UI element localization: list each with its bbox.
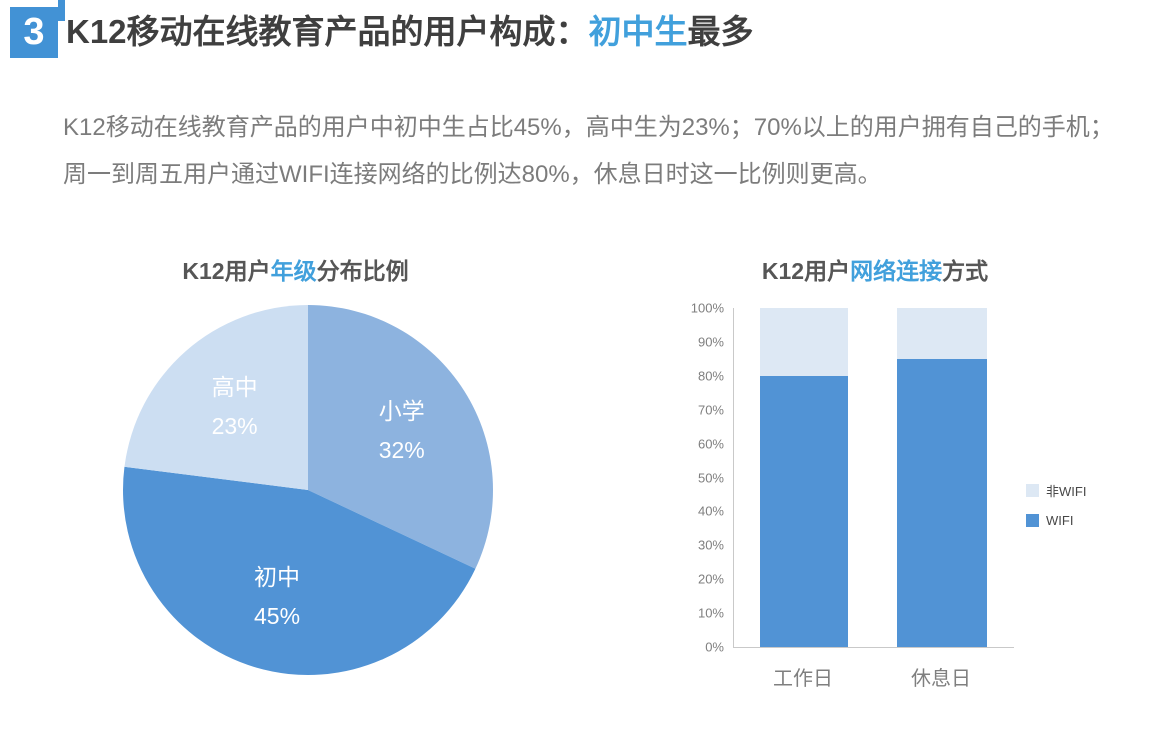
page-title: K12移动在线教育产品的用户构成：初中生最多 [66,12,754,52]
bar-segment [897,358,987,647]
stacked-bar [897,308,987,647]
y-tick-label: 30% [697,537,724,553]
pie-slice [124,305,309,490]
y-tick-label: 10% [697,605,724,621]
pie-slice-label: 小学 32% [378,397,425,463]
section-number-badge: 3 [10,7,58,58]
bar-title-highlight: 网络连接 [850,258,943,284]
section-number: 3 [23,11,45,53]
y-tick-label: 20% [697,571,724,587]
legend-item: WIFI [1026,513,1086,528]
pie-title-prefix: K12用户 [182,258,271,284]
pie-title-suffix: 分布比例 [316,258,409,284]
badge-tab-decoration [58,0,65,21]
x-category-label: 工作日 [773,668,833,690]
pie-chart-title: K12用户年级分布比例 [58,252,533,286]
pie-chart: 小学 32% 初中 45% 高中 23% [123,305,493,675]
bar-segment [897,308,987,359]
y-tick-label: 70% [697,402,724,418]
y-tick-label: 40% [697,503,724,519]
bar-chart-y-axis: 100% 90% 80% 70% 60% 50% 40% 30% 20% 10% 0% [640,301,724,655]
bar-chart-x-axis: 工作日 休息日 [733,662,1013,692]
y-tick-label: 50% [697,470,724,485]
x-category-label: 休息日 [911,668,971,690]
y-tick-label: 80% [697,368,724,384]
legend-label: WIFI [1046,513,1074,528]
stacked-bar [760,308,848,647]
bar-chart-legend: 非WIFI WIFI [1026,481,1086,541]
bar-title-prefix: K12用户 [761,258,851,284]
y-tick-label: 100% [690,300,724,316]
y-tick-label: 60% [697,436,724,452]
title-highlight: 初中生 [588,13,688,50]
y-tick-label: 0% [705,639,724,655]
pie-svg [123,305,493,675]
title-suffix: 最多 [687,13,754,50]
bar-chart-title: K12用户网络连接方式 [655,252,1095,286]
legend-label: 非WIFI [1046,484,1087,499]
pie-title-highlight: 年级 [270,258,317,284]
title-prefix: K12移动在线教育产品的用户构成： [66,13,589,50]
y-tick-label: 90% [697,334,724,350]
pie-slice [308,305,493,569]
legend-item: 非WIFI [1026,481,1086,500]
bar-chart-plot [733,308,1014,648]
bar-segment [760,308,848,376]
legend-swatch-icon [1026,484,1039,497]
pie-slice [123,466,476,675]
legend-swatch-icon [1026,514,1039,527]
summary-paragraph: K12移动在线教育产品的用户中初中生占比45%，高中生为23%；70%以上的用户… [63,114,1114,188]
pie-slice-label: 高中 23% [211,373,258,439]
pie-labels: 小学 32% 初中 45% 高中 23% [123,305,493,675]
pie-slice-label: 初中 45% [254,563,301,629]
bar-title-suffix: 方式 [942,258,989,284]
bar-segment [760,375,848,647]
